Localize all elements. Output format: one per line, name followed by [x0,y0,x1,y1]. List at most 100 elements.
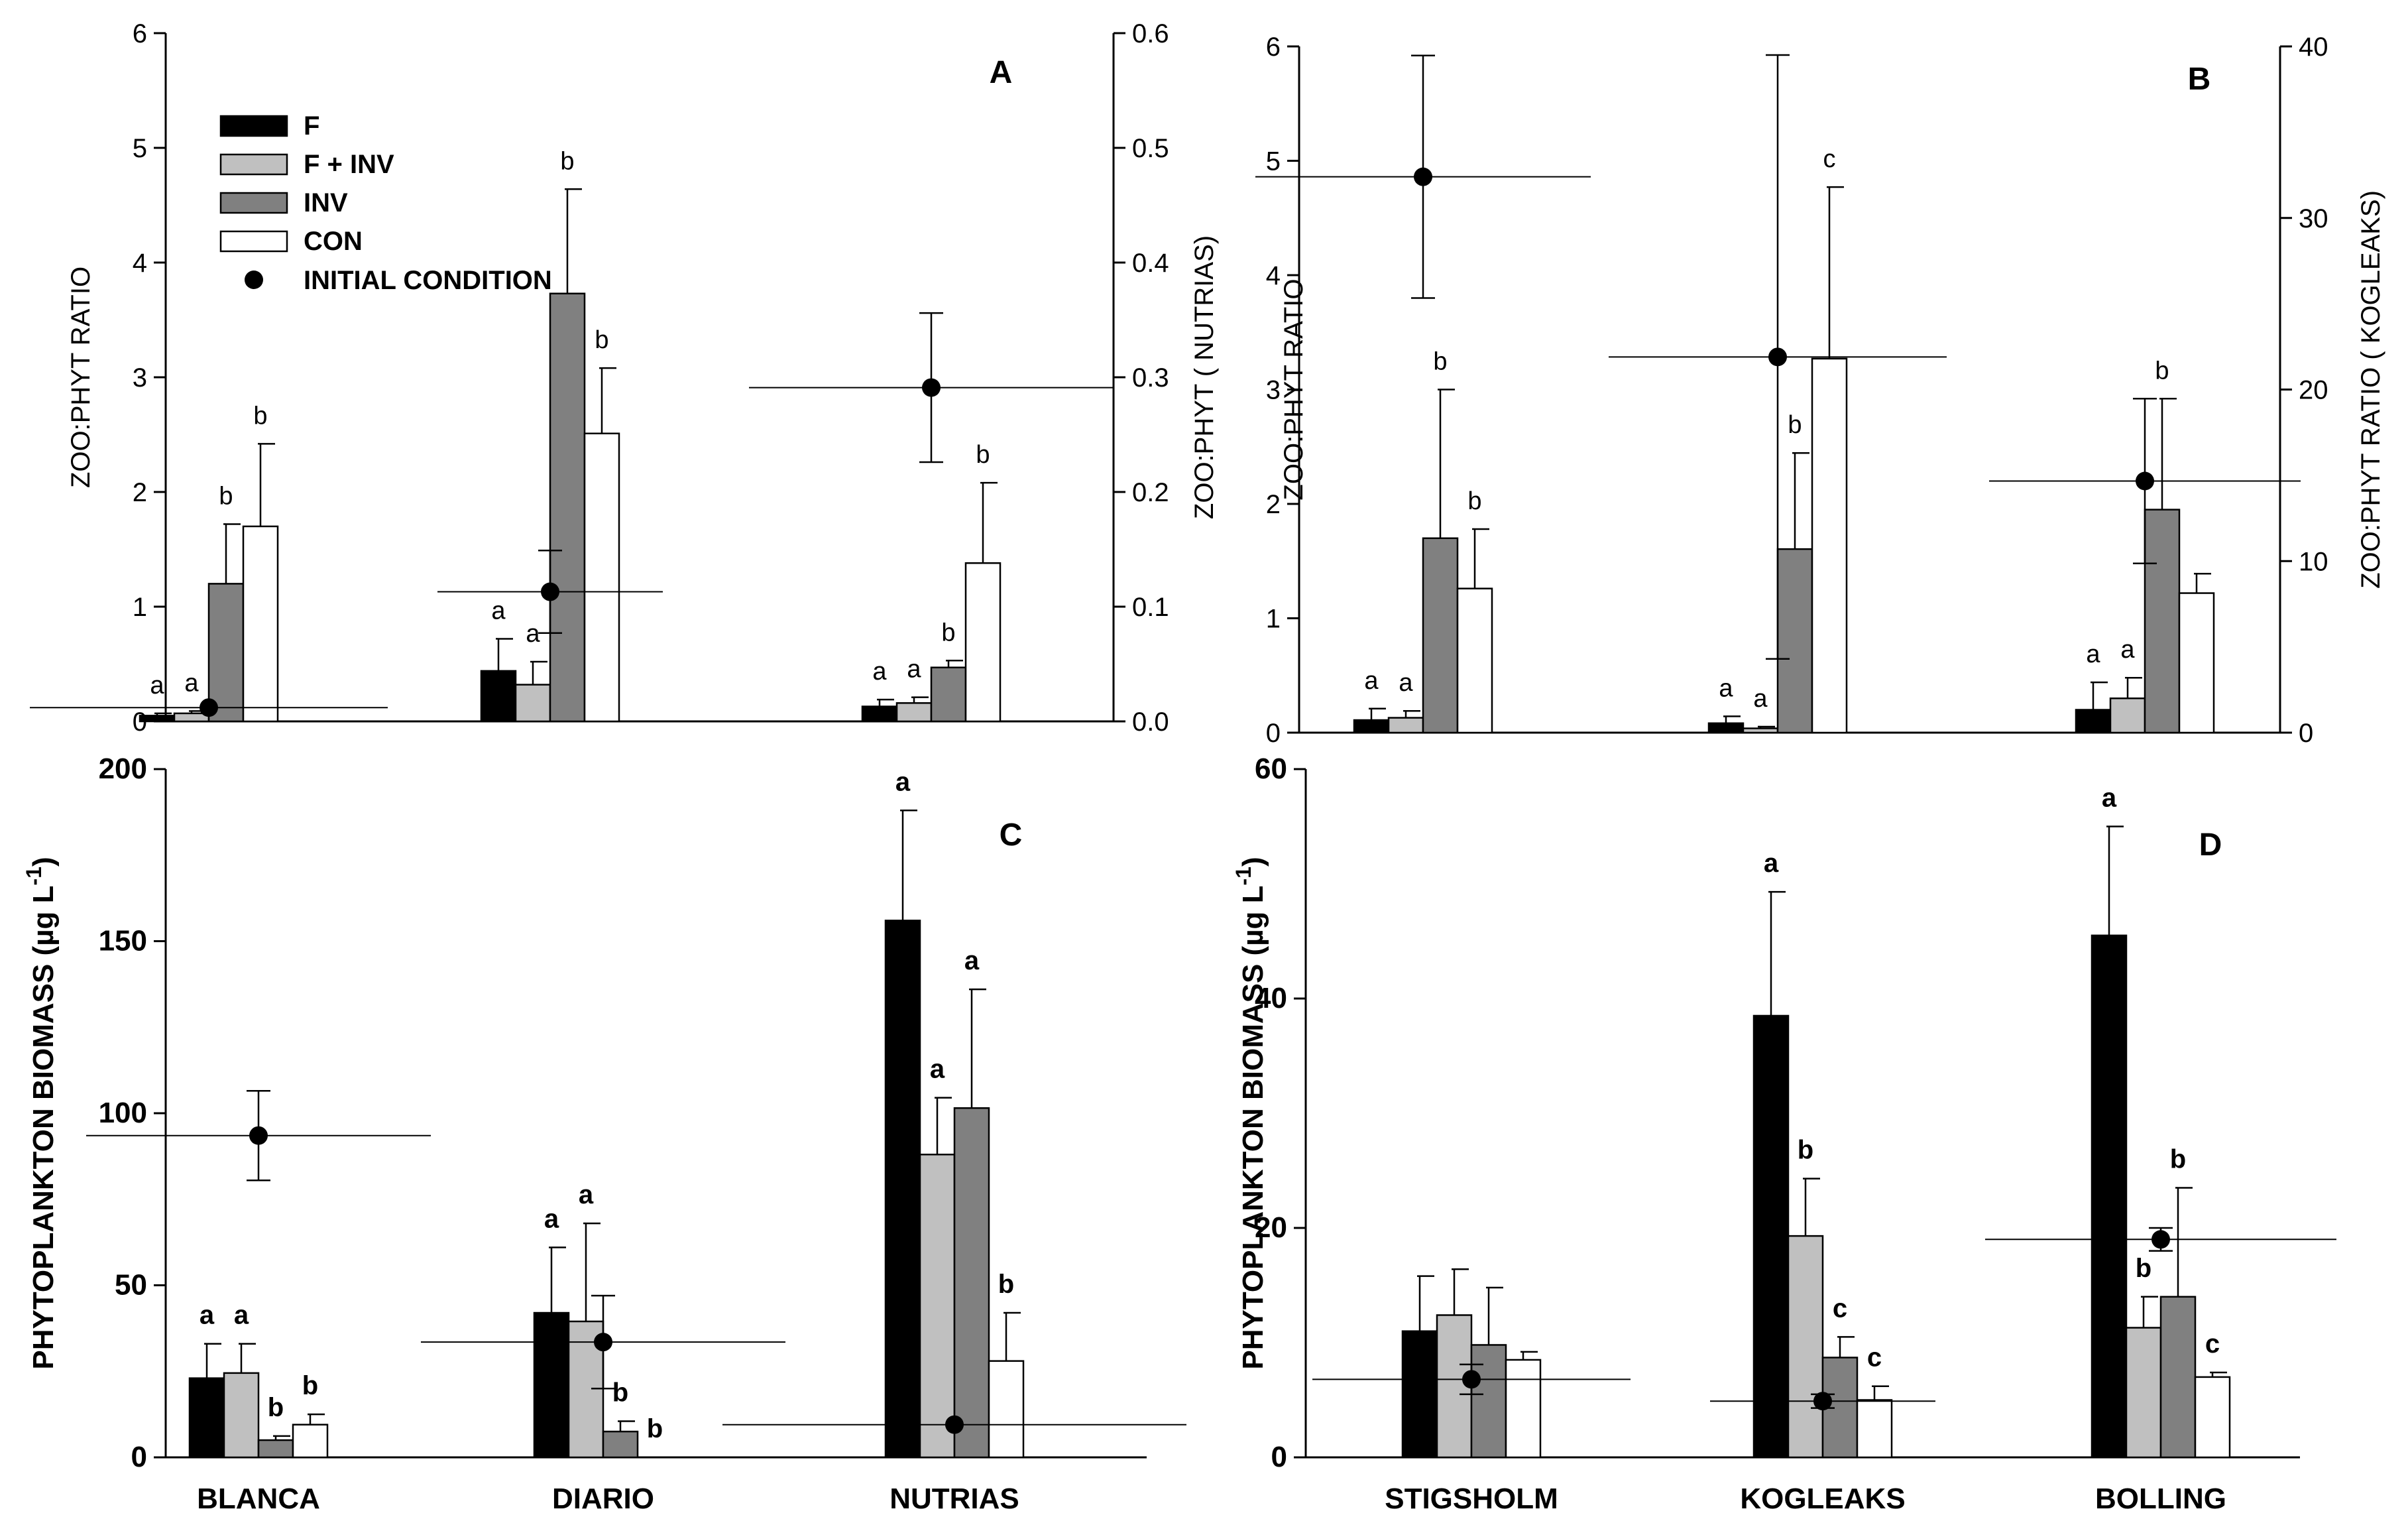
significance-label: b [647,1414,663,1443]
significance-label: c [1867,1343,1882,1372]
initial-condition-point [945,1415,964,1434]
panel-label: C [1000,818,1023,853]
bar-con [242,525,279,723]
y2-tick-label: 0.0 [1132,707,1169,737]
significance-label: b [998,1270,1014,1299]
y2-tick-label: 0.2 [1132,478,1169,507]
panel-label: D [2199,827,2222,863]
significance-label: b [219,482,233,510]
bar-con [292,1424,329,1459]
initial-condition-point [594,1333,612,1352]
significance-label: b [253,402,267,430]
bar-inv [2144,509,2181,734]
bar-f [884,920,921,1459]
legend-label: CON [304,227,363,256]
significance-label: b [1788,411,1802,439]
y-tick-label: 5 [1266,147,1281,176]
bar-f [2091,934,2128,1459]
legend-label: F + INV [304,150,394,179]
bar-f [2075,709,2112,734]
bar-con [988,1360,1025,1459]
significance-label: b [302,1371,318,1400]
y2-tick-label: 0.1 [1132,593,1169,622]
bar-inv [1776,548,1813,734]
y-tick-label: 3 [133,363,147,393]
y-tick-label: 6 [1266,32,1281,62]
x-category-label: BLANCA [197,1483,320,1515]
bar-f [1401,1330,1438,1459]
panel-d: 0 20 40 60 PHYTOPLANKTON BIOMASS (µg L-1) a b c… [1232,753,2336,1515]
y-tick-label: 3 [1266,376,1281,405]
bar-con [1456,587,1493,734]
y2-tick-label: 0.3 [1132,363,1169,393]
bar-con [2178,592,2215,734]
y-tick-label: 1 [1266,605,1281,634]
initial-condition-point [1768,347,1787,367]
legend-label: INITIAL CONDITION [304,266,552,295]
y-tick-label: 20 [1255,1211,1287,1244]
significance-label: a [1399,669,1413,697]
legend-swatch [219,192,288,214]
y2-axis-title: ZOO:PHYT ( NUTRIAS) [1190,235,1219,519]
bar-con [583,432,620,723]
bar-f [188,1377,225,1459]
significance-label: b [1433,348,1447,376]
bar-inv [602,1430,639,1459]
y-tick-label: 4 [133,249,147,278]
significance-label: b [2136,1254,2151,1283]
significance-label: a [2086,640,2100,668]
y-tick-label: 4 [1266,261,1281,290]
bar-finv [1387,717,1424,734]
y-axis-title: PHYTOPLANKTON BIOMASS (µg L-1) [22,857,60,1369]
legend: F F + INV INV CON INITIAL CONDITION [219,111,552,295]
bar-inv [1470,1344,1507,1459]
significance-label: b [560,147,574,175]
bar-con [2194,1376,2231,1459]
legend-label: F [304,111,319,141]
x-category-label: STIGSHOLM [1385,1483,1558,1515]
y-tick-label: 150 [99,925,147,957]
significance-label: a [1719,674,1733,702]
y2-tick-label: 0.6 [1132,19,1169,48]
initial-condition-point [2136,471,2154,491]
significance-label: a [872,658,887,686]
significance-label: a [1364,667,1379,695]
bar-f [480,670,517,723]
x-category-label: KOGLEAKS [1740,1483,1905,1515]
y2-tick-label: 40 [2299,32,2328,62]
y-tick-label: 0 [1266,719,1281,748]
significance-label: a [895,767,911,796]
bar-finv [2125,1327,2162,1459]
bar-f [139,715,176,723]
legend-swatch [219,153,288,176]
y-tick-label: 1 [133,593,147,622]
y-tick-label: 5 [133,134,147,163]
y2-tick-label: 20 [2299,376,2328,405]
y-axis-title: ZOO:PHYT RATIO [66,267,95,488]
significance-label: a [579,1180,594,1209]
y-tick-label: 60 [1255,753,1287,785]
bar-con [1811,357,1848,734]
significance-label: b [976,441,990,469]
bar-inv [930,666,967,723]
significance-label: b [1798,1136,1813,1165]
bar-finv [895,702,933,723]
panel-label: A [990,55,1013,90]
y-tick-label: 0 [131,1441,147,1473]
bar-f [861,705,898,723]
legend-initial-marker [245,271,263,289]
y-tick-label: 6 [133,19,147,48]
y-tick-label: 100 [99,1097,147,1129]
y-axis-title: PHYTOPLANKTON BIOMASS (µg L-1) [1232,857,1269,1369]
significance-label: a [200,1301,215,1330]
y2-axis-title: ZOO:PHYT RATIO ( KOGLEAKS) [2356,190,2385,589]
initial-condition-point [922,378,941,397]
y2-tick-label: 10 [2299,547,2328,576]
initial-condition-point [2151,1230,2170,1249]
significance-label: a [964,946,980,975]
bar-con [1505,1359,1542,1459]
significance-label: a [2120,636,2135,664]
y2-tick-label: 0.5 [1132,134,1169,163]
bar-inv [207,583,245,723]
initial-condition-point [1462,1370,1481,1389]
